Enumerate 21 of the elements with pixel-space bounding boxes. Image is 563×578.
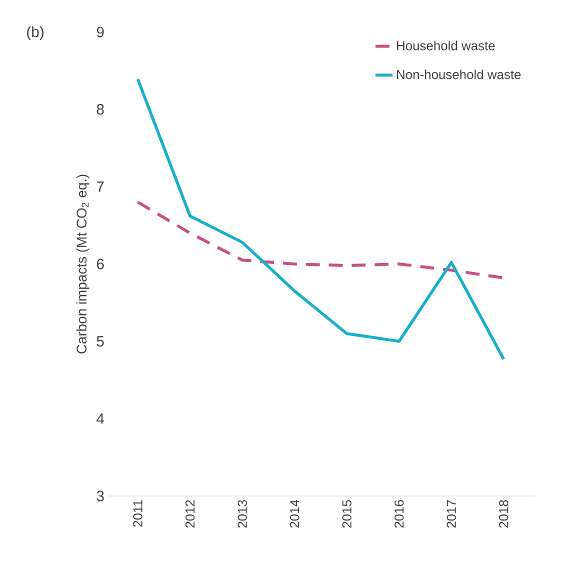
- line-series: [136, 200, 506, 280]
- x-tick-label: 2017: [446, 500, 456, 528]
- x-tick-label: 2016: [394, 500, 404, 528]
- text: (b): [27, 26, 44, 40]
- y-tick-label: 6: [96, 258, 104, 270]
- x-tick-label: 2013: [238, 500, 247, 528]
- legend-label: Household waste: [397, 40, 495, 50]
- line-series: [136, 78, 506, 361]
- x-tick-label: 2015: [342, 500, 352, 528]
- y-tick-label: 4: [96, 414, 104, 424]
- y-tick-label: 9: [96, 26, 104, 38]
- y-axis-title: Carbon impacts (Mt CO$_{2}$ eq.): [76, 174, 90, 354]
- x-tick-label: 2012: [185, 500, 195, 528]
- y-tick-label: 5: [96, 336, 104, 347]
- y-tick-label: 7: [96, 182, 104, 192]
- x-tick-label: 2018: [499, 500, 508, 528]
- legend-label: Non-household waste: [397, 70, 521, 80]
- x-tick-label: 2014: [290, 500, 300, 528]
- y-tick-label: 8: [96, 104, 104, 115]
- y-tick-label: 3: [96, 490, 104, 502]
- x-tick-label: 2011: [133, 500, 142, 527]
